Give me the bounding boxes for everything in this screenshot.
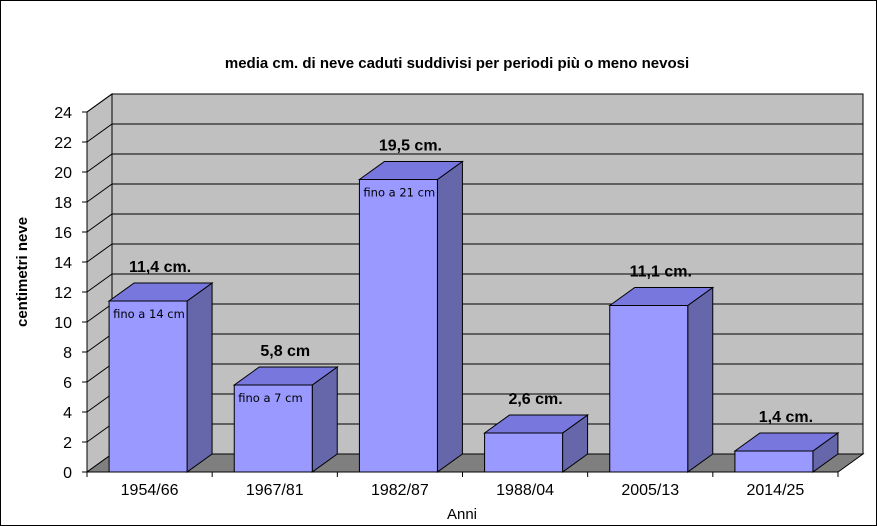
bar-note-label: fino a 21 cm — [363, 186, 435, 200]
data-label: 11,1 cm. — [630, 264, 692, 281]
bar — [734, 450, 814, 473]
bar — [358, 179, 438, 473]
data-label: 5,8 cm — [260, 343, 310, 360]
bar — [108, 300, 188, 473]
data-label: 1,4 cm. — [759, 409, 813, 426]
gridline — [86, 153, 863, 173]
bar-top — [733, 432, 840, 452]
bar-side — [436, 160, 463, 473]
bar-note-label: fino a 14 cm — [113, 307, 185, 321]
y-tick-label: 22 — [54, 135, 72, 152]
y-tick-label: 18 — [54, 195, 72, 212]
x-tick-label: 1988/04 — [496, 482, 554, 499]
y-tick-label: 10 — [54, 315, 72, 332]
bar — [484, 432, 564, 473]
chart-title: media cm. di neve caduti suddivisi per p… — [225, 55, 689, 72]
x-tick-label: 2014/25 — [746, 482, 804, 499]
gridline — [86, 123, 863, 143]
gridline — [86, 273, 863, 293]
gridline — [86, 183, 863, 203]
bar-top — [483, 414, 590, 434]
y-tick-label: 14 — [54, 255, 72, 272]
bar-note-label: fino a 7 cm — [238, 391, 302, 405]
bar-side — [687, 286, 714, 473]
bar-top — [232, 366, 339, 386]
bar-top — [107, 282, 214, 302]
x-axis-title: Anni — [447, 506, 477, 523]
y-tick-label: 8 — [63, 345, 72, 362]
gridline — [86, 93, 863, 113]
y-tick-label: 2 — [63, 435, 72, 452]
bar-top — [357, 161, 464, 180]
bar-top — [608, 287, 715, 306]
bar — [233, 384, 313, 473]
bar-side — [186, 282, 213, 473]
x-tick-label: 2005/13 — [621, 482, 679, 499]
y-tick-label: 24 — [54, 105, 72, 122]
y-tick-label: 0 — [63, 465, 72, 482]
y-tick-label: 6 — [63, 375, 72, 392]
y-tick-label: 16 — [54, 225, 72, 242]
data-label: 2,6 cm. — [508, 391, 562, 408]
y-tick-label: 12 — [54, 285, 72, 302]
x-tick-label: 1954/66 — [121, 482, 179, 499]
x-tick-label: 1982/87 — [371, 482, 429, 499]
gridline — [86, 213, 863, 233]
y-axis-title: centimetri neve — [14, 217, 31, 327]
y-tick-label: 20 — [54, 165, 72, 182]
gridline — [86, 243, 863, 263]
bar — [609, 305, 689, 473]
data-label: 19,5 cm. — [379, 138, 442, 155]
x-tick-label: 1967/81 — [246, 482, 304, 499]
data-label: 11,4 cm. — [129, 259, 191, 276]
y-tick-label: 4 — [63, 405, 72, 422]
